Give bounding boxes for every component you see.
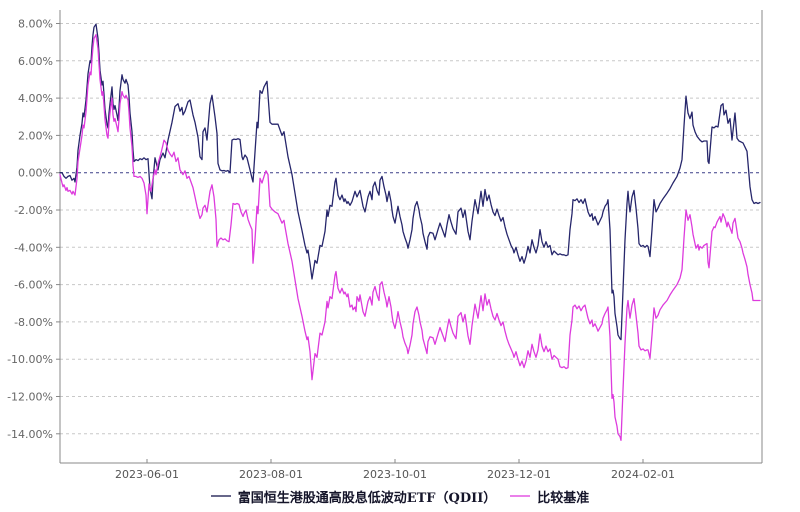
y-tick-label: -6.00% <box>14 279 53 292</box>
y-tick-label: -4.00% <box>14 241 53 254</box>
y-axis-tick-labels: 8.00% 6.00% 4.00% 2.00% 0.00% -2.00% -4.00% -6.… <box>7 18 53 441</box>
y-tick-label: 0.00% <box>18 167 53 180</box>
axes <box>59 10 763 464</box>
x-axis-tick-labels: 2023-06-01 2023-08-01 2023-10-01 2023-12-01… <box>115 468 675 481</box>
x-tick-label: 2023-10-01 <box>363 468 427 481</box>
x-tick-label: 2023-06-01 <box>115 468 179 481</box>
series-lines <box>59 23 761 441</box>
benchmark-line <box>59 34 761 441</box>
x-tick-label: 2023-08-01 <box>239 468 303 481</box>
legend-label-etf: 富国恒生港股通高股息低波动ETF（QDII） <box>237 490 497 506</box>
legend-item-etf: 富国恒生港股通高股息低波动ETF（QDII） <box>210 487 497 506</box>
y-tick-label: -14.00% <box>7 428 53 441</box>
y-tick-label: 4.00% <box>18 92 53 105</box>
y-tick-label: -8.00% <box>14 316 53 329</box>
chart-legend: 富国恒生港股通高股息低波动ETF（QDII） 比较基准 <box>0 484 800 508</box>
y-tick-label: 6.00% <box>18 55 53 68</box>
y-tick-label: 2.00% <box>18 129 53 142</box>
y-tick-label: -12.00% <box>7 391 53 404</box>
x-tick-label: 2023-12-01 <box>487 468 551 481</box>
y-tick-label: -2.00% <box>14 204 53 217</box>
legend-label-benchmark: 比较基准 <box>537 490 590 506</box>
benchmark-line-swatch <box>510 495 531 497</box>
etf-line-swatch <box>210 495 231 497</box>
x-tick-label: 2024-02-01 <box>611 468 675 481</box>
etf-line <box>59 23 761 341</box>
legend-item-benchmark: 比较基准 <box>510 487 589 506</box>
gridlines <box>56 23 762 435</box>
y-tick-label: 8.00% <box>18 18 53 31</box>
y-tick-label: -10.00% <box>7 353 53 366</box>
